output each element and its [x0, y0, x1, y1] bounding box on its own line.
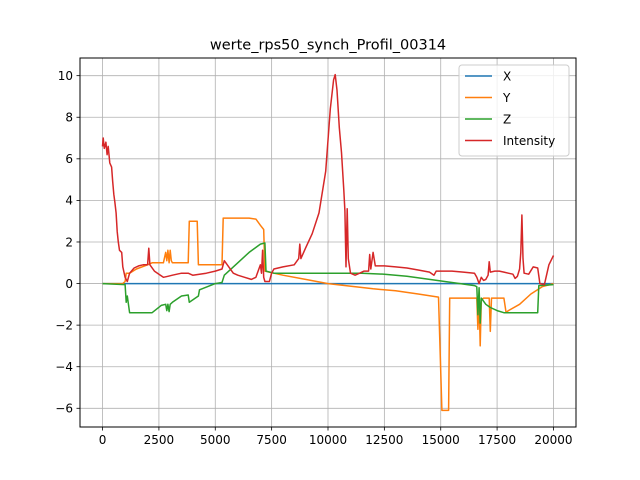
x-axis: 0 2500 5000 7500 10000 12500 15000 17500 20000	[99, 427, 573, 447]
x-tick-label: 2500	[144, 433, 175, 447]
y-tick-label: 6	[65, 152, 73, 166]
x-tick-label: 17500	[478, 433, 516, 447]
x-tick-label: 12500	[365, 433, 403, 447]
y-tick-label: 2	[65, 235, 73, 249]
series-layer	[101, 73, 555, 412]
x-tick-label: 7500	[256, 433, 287, 447]
x-tick-label: 10000	[309, 433, 347, 447]
y-tick-label: −6	[55, 402, 73, 416]
legend-label-z: Z	[503, 112, 511, 126]
series-line-z	[102, 242, 554, 324]
x-tick-label: 0	[99, 433, 107, 447]
legend: XYZ Intensity	[458, 64, 570, 157]
y-axis: −6 −4 −2 0 2 4 6 8 10	[55, 69, 80, 416]
y-tick-label: 0	[65, 277, 73, 291]
y-tick-label: −2	[55, 318, 73, 332]
y-tick-label: −4	[55, 360, 73, 374]
legend-label-intensity: Intensity	[503, 134, 555, 148]
x-tick-label: 5000	[200, 433, 231, 447]
y-tick-label: 8	[65, 111, 73, 125]
series-line-intensity	[101, 73, 555, 286]
y-tick-label: 4	[65, 194, 73, 208]
y-tick-label: 10	[58, 69, 73, 83]
chart-title: werte_rps50_synch_Profil_00314	[210, 38, 446, 54]
x-tick-label: 15000	[422, 433, 460, 447]
legend-label-y: Y	[502, 91, 511, 105]
x-tick-label: 20000	[534, 433, 572, 447]
series-line-y	[102, 217, 554, 412]
legend-label-x: X	[503, 69, 511, 83]
legend-box	[458, 64, 570, 157]
